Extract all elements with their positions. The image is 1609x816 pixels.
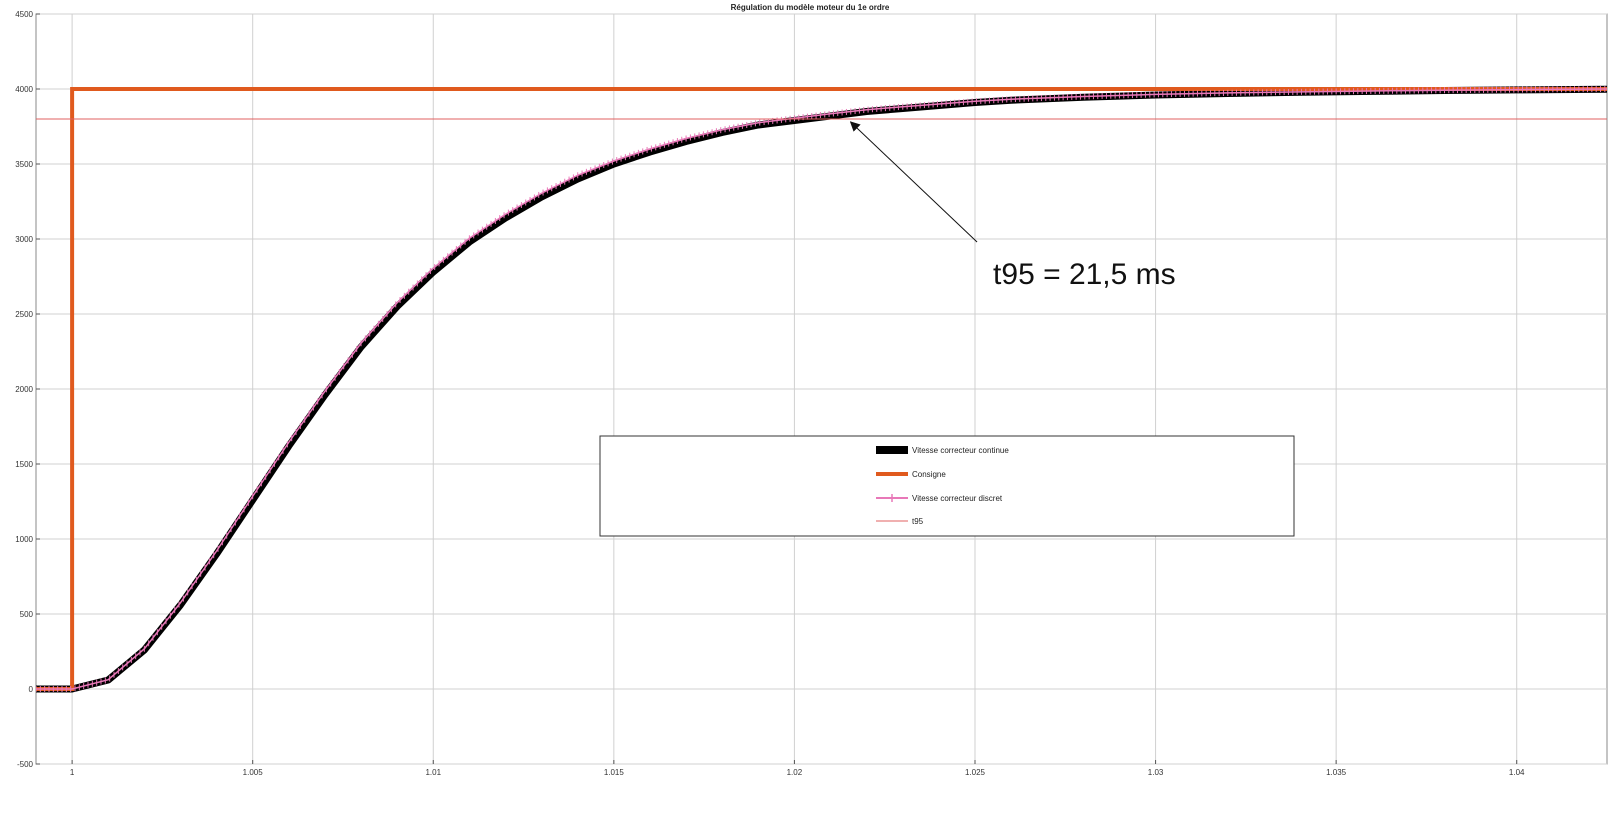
legend-entry-vitesse-continue: Vitesse correcteur continue [876, 446, 1009, 455]
x-tick-label: 1.005 [243, 768, 264, 777]
y-tick-label: 3500 [15, 160, 33, 169]
y-tick-label: 1500 [15, 460, 33, 469]
y-tick-label: 4000 [15, 85, 33, 94]
legend: Vitesse correcteur continue Consigne Vit… [599, 435, 1295, 537]
x-tick-label: 1.015 [604, 768, 625, 777]
x-tick-label: 1.04 [1509, 768, 1525, 777]
x-tick-label: 1.025 [965, 768, 986, 777]
legend-label-continue: Vitesse correcteur continue [912, 446, 1009, 455]
series-lines [36, 85, 1607, 693]
legend-label-t95: t95 [912, 517, 924, 526]
y-tick-label: 2000 [15, 385, 33, 394]
y-tick-label: 1000 [15, 535, 33, 544]
legend-label-discret: Vitesse correcteur discret [912, 494, 1003, 503]
legend-label-consigne: Consigne [912, 470, 946, 479]
y-tick-label: 4500 [15, 10, 33, 19]
annotation-arrow [849, 121, 978, 243]
x-tick-label: 1.03 [1148, 768, 1164, 777]
chart-title: Régulation du modèle moteur du 1e ordre [731, 3, 890, 12]
series-markers-vitesse-discret [36, 86, 1606, 692]
legend-entry-t95: t95 [876, 517, 924, 526]
y-tick-label: 2500 [15, 310, 33, 319]
legend-box [599, 435, 1295, 537]
y-tick-label: -500 [17, 760, 34, 769]
x-tick-label: 1 [70, 768, 75, 777]
y-tick-label: 3000 [15, 235, 33, 244]
annotation: t95 = 21,5 ms [849, 121, 1176, 291]
annotation-text: t95 = 21,5 ms [993, 258, 1176, 291]
y-axis-ticks: -500 0 500 1000 1500 2000 2500 3000 3500 4000 4500 [15, 10, 40, 769]
legend-entry-vitesse-discret: Vitesse correcteur discret [876, 494, 1003, 503]
x-tick-label: 1.035 [1326, 768, 1347, 777]
y-tick-label: 500 [20, 610, 34, 619]
x-axis-ticks: 1 1.005 1.01 1.015 1.02 1.025 1.03 1.035 1.04 [70, 760, 1525, 777]
y-tick-label: 0 [29, 685, 34, 694]
x-tick-label: 1.01 [425, 768, 441, 777]
legend-entry-consigne: Consigne [876, 470, 946, 479]
x-tick-label: 1.02 [787, 768, 803, 777]
